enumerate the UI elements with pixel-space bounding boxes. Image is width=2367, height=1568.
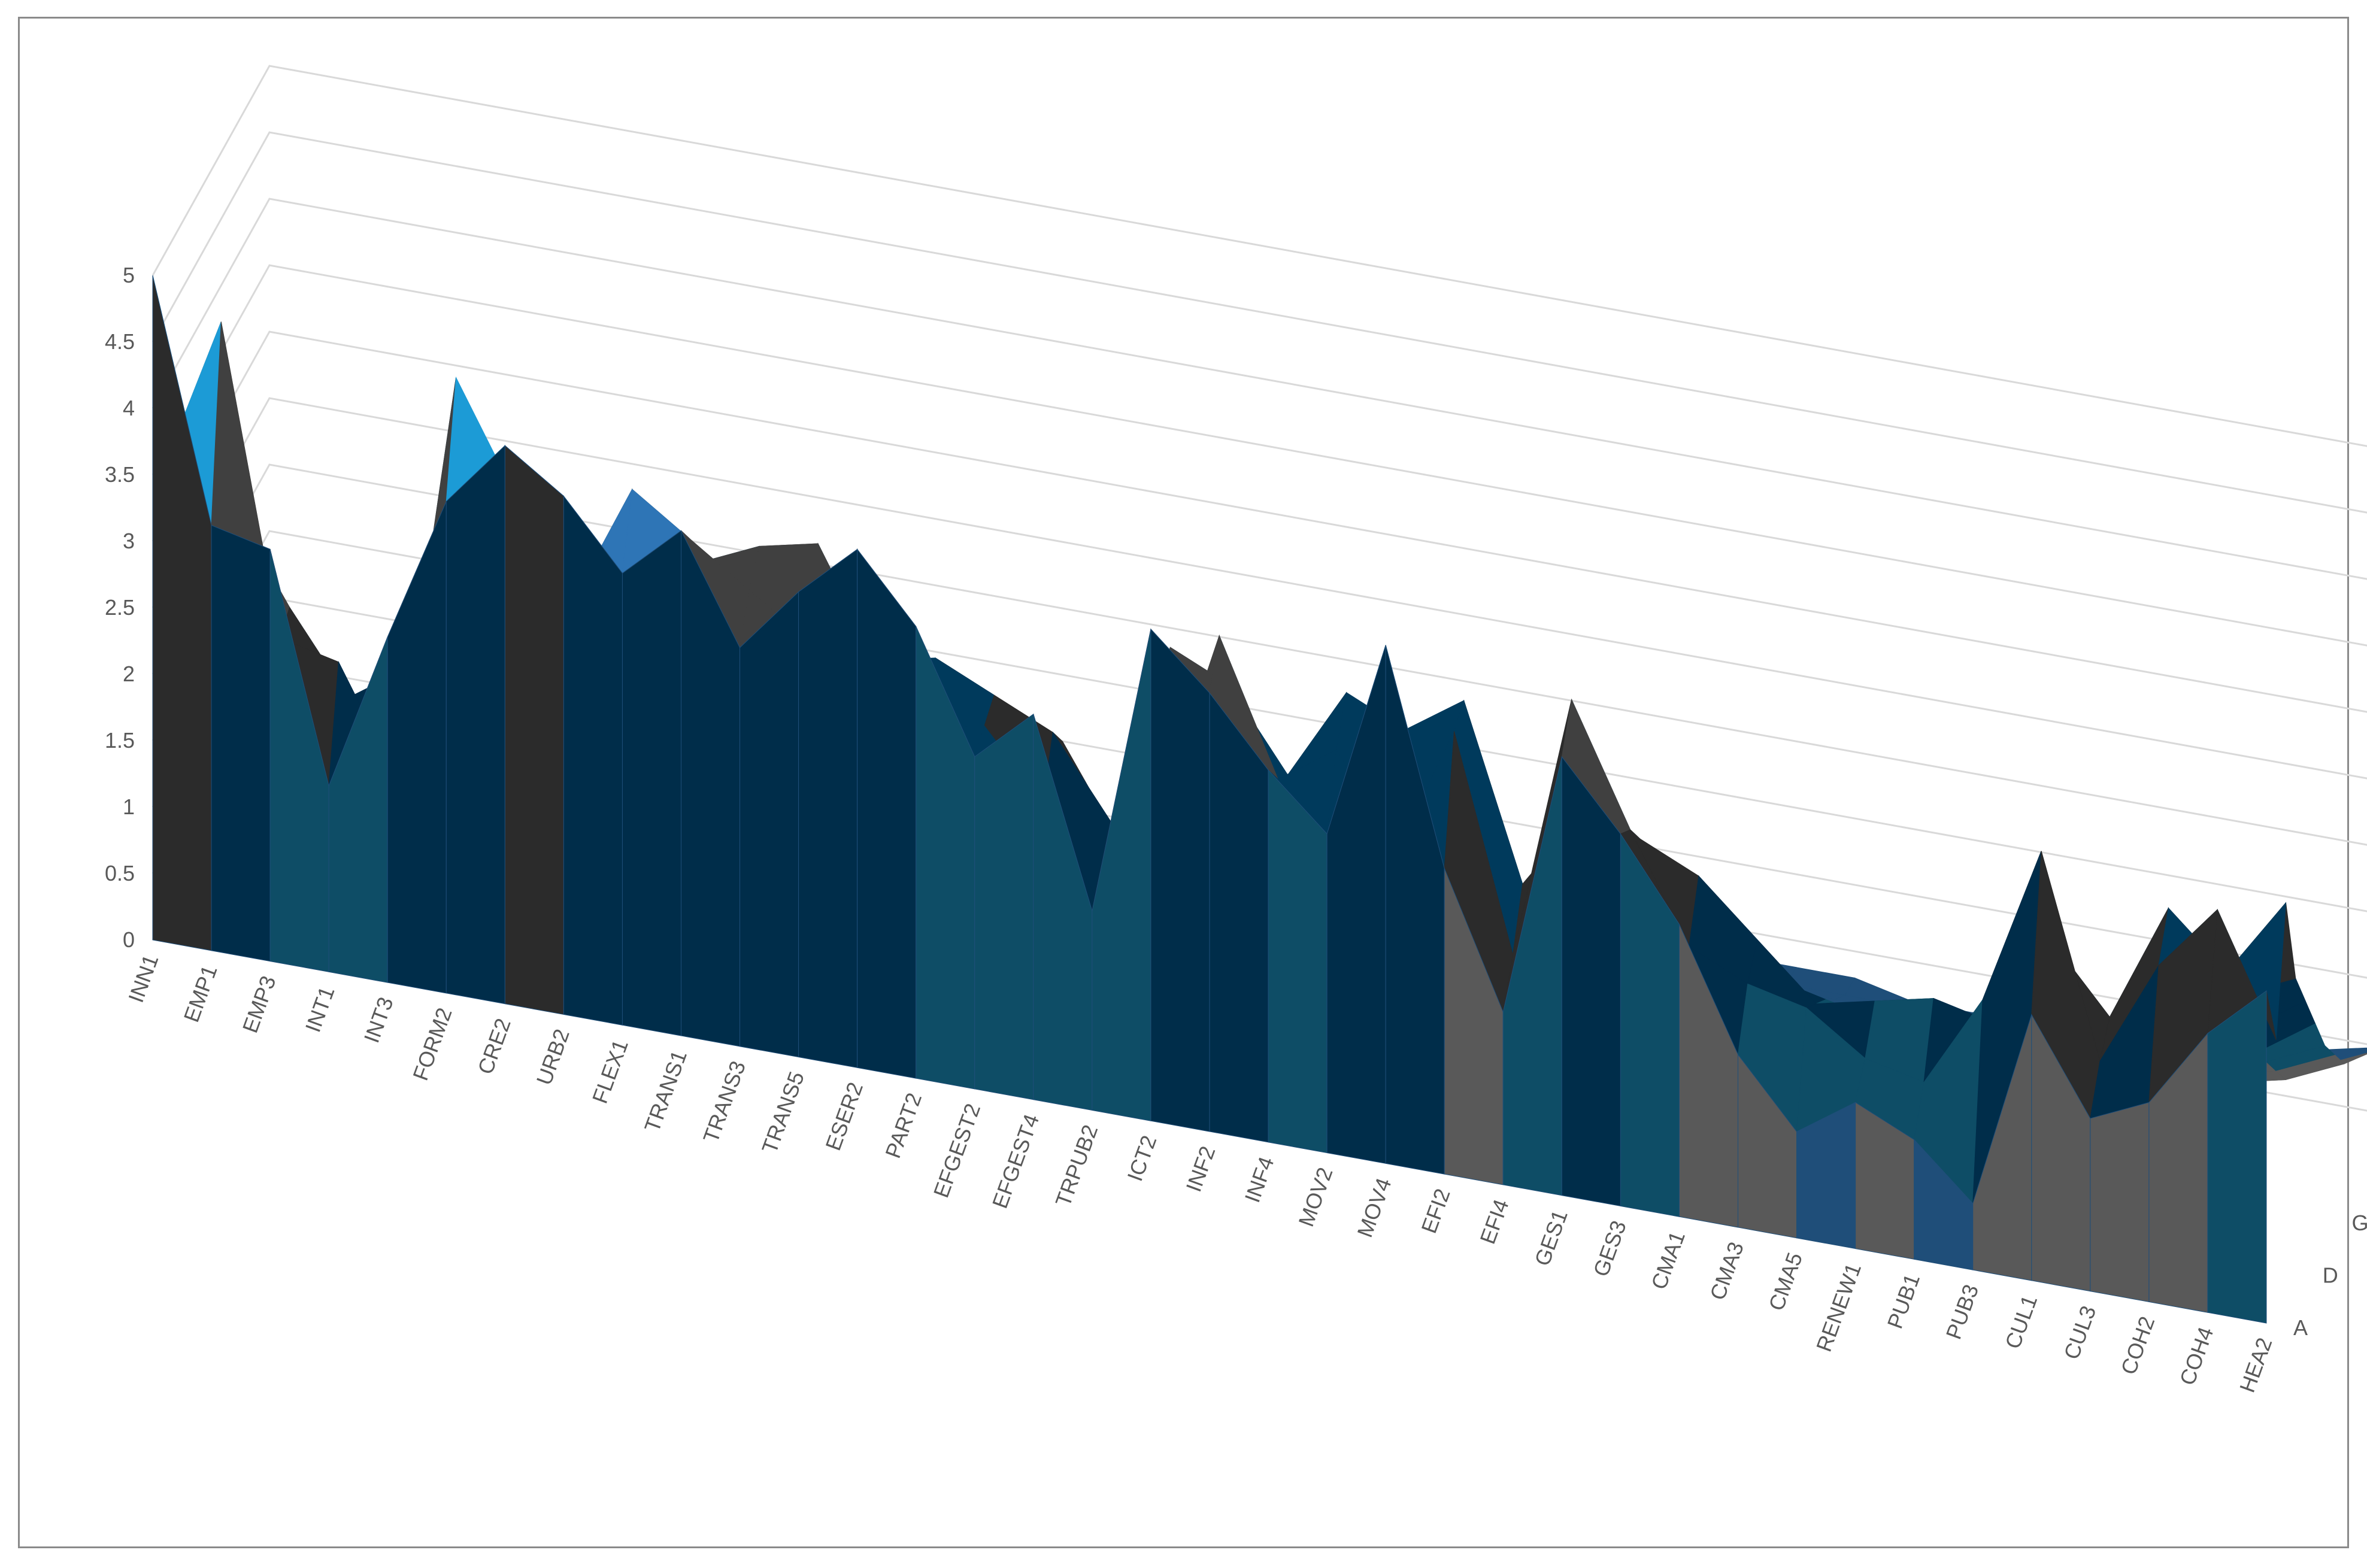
surface-front-face xyxy=(798,548,858,1068)
x-tick-label: TRANS3 xyxy=(698,1057,750,1145)
gridline xyxy=(151,131,2367,514)
x-tick-label: HEA2 xyxy=(2235,1335,2277,1396)
x-tick-label: COH4 xyxy=(2175,1324,2219,1388)
x-tick-label: INN1 xyxy=(123,951,163,1006)
z-tick-label: 3.5 xyxy=(105,462,135,487)
surface-front-face xyxy=(622,530,681,1036)
surface-front-face xyxy=(2207,990,2267,1324)
x-tick-label: CUL1 xyxy=(2000,1292,2042,1352)
x-tick-label: TRPUB2 xyxy=(1050,1121,1102,1209)
surface-front-face xyxy=(1092,629,1151,1121)
x-tick-label: PUB1 xyxy=(1882,1270,1924,1332)
x-tick-label: COH2 xyxy=(2116,1313,2160,1378)
surface-front-face xyxy=(1150,628,1210,1132)
x-tick-label: EMP3 xyxy=(238,972,281,1036)
surface-front-face xyxy=(211,524,271,962)
z-tick-label: 4.5 xyxy=(105,329,135,354)
x-tick-label: GES3 xyxy=(1589,1217,1631,1279)
z-tick-label: 2.5 xyxy=(105,595,135,620)
surface-front-face xyxy=(1561,756,1621,1207)
surface-front-face xyxy=(974,713,1034,1100)
surface-front-face xyxy=(1209,692,1269,1143)
x-tick-label: EFGEST4 xyxy=(987,1111,1044,1211)
surface-front-face xyxy=(504,445,564,1015)
x-tick-label: EFI4 xyxy=(1475,1196,1514,1247)
x-tick-label: INF4 xyxy=(1239,1153,1278,1205)
surface-front-face xyxy=(563,495,623,1026)
x-tick-label: CRE2 xyxy=(472,1015,515,1077)
x-tick-label: RENEW1 xyxy=(1811,1260,1866,1355)
x-tick-label: INF2 xyxy=(1181,1143,1220,1195)
z-tick-label: 1 xyxy=(123,794,135,819)
x-tick-label: CMA3 xyxy=(1705,1239,1748,1303)
x-tick-label: EFI2 xyxy=(1416,1185,1455,1236)
gridline xyxy=(151,198,2367,580)
x-tick-label: TRANS5 xyxy=(757,1068,809,1156)
x-tick-label: ICT2 xyxy=(1122,1132,1161,1184)
surface-front-face xyxy=(740,591,799,1058)
x-tick-label: CUL3 xyxy=(2059,1302,2101,1363)
x-tick-label: INT3 xyxy=(359,994,398,1046)
surface-front-face xyxy=(1268,769,1328,1154)
x-tick-label: EFGEST2 xyxy=(929,1100,986,1201)
z-tick-label: 3 xyxy=(123,529,135,553)
x-tick-label: INT1 xyxy=(300,983,339,1035)
x-tick-label: FLEX1 xyxy=(587,1036,633,1106)
surface-front-face xyxy=(269,549,329,972)
surface-front-face xyxy=(2090,1102,2150,1303)
x-tick-label: PART2 xyxy=(880,1090,926,1161)
x-tick-label: CMA1 xyxy=(1646,1228,1690,1293)
x-tick-label: MOV4 xyxy=(1352,1175,1396,1241)
x-tick-label: URB2 xyxy=(532,1026,574,1088)
z-tick-label: 2 xyxy=(123,662,135,686)
surface-plot xyxy=(152,275,2367,1324)
surface-front-face xyxy=(857,548,917,1079)
z-tick-label: 1.5 xyxy=(105,728,135,753)
x-tick-label: GES1 xyxy=(1529,1206,1572,1269)
x-tick-label: PUB3 xyxy=(1941,1281,1984,1342)
x-tick-label: CMA5 xyxy=(1763,1249,1807,1314)
z-tick-label: 0.5 xyxy=(105,861,135,885)
x-tick-label: MOV2 xyxy=(1293,1164,1337,1230)
depth-tick-label: A xyxy=(2293,1315,2308,1340)
x-tick-label: FORM2 xyxy=(408,1005,457,1084)
gridline xyxy=(151,65,2367,447)
x-tick-label: TRANS1 xyxy=(640,1047,692,1135)
z-tick-label: 0 xyxy=(123,927,135,952)
x-tick-label: EMP1 xyxy=(179,962,222,1025)
z-tick-label: 4 xyxy=(123,396,135,420)
x-tick-label: ESER2 xyxy=(820,1079,868,1154)
surface-front-face xyxy=(387,501,447,994)
surface-front-face xyxy=(445,445,505,1005)
z-tick-label: 5 xyxy=(123,263,135,287)
depth-tick-label: G xyxy=(2352,1211,2367,1235)
depth-tick-label: D xyxy=(2323,1263,2338,1288)
